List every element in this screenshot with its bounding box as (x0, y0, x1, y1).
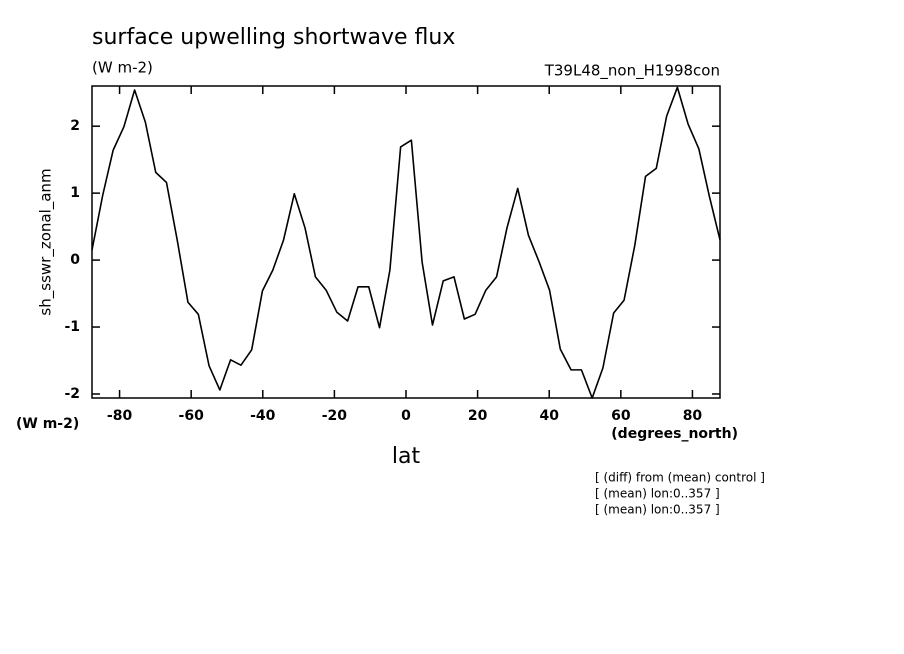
x-tick-label: 40 (539, 408, 559, 424)
y-axis-label: sh_sswr_zonal_anm (37, 168, 56, 315)
x-axis-label: lat (392, 444, 421, 469)
run-label: T39L48_non_H1998con (544, 62, 720, 81)
chart-title: surface upwelling shortwave flux (92, 25, 455, 50)
y-tick-label: 1 (70, 185, 80, 201)
x-tick-label: -80 (107, 408, 133, 424)
x-tick-label: -40 (250, 408, 276, 424)
y-tick-label: 0 (70, 252, 80, 268)
y-tick-label: 2 (70, 118, 80, 134)
x-tick-label: -60 (179, 408, 205, 424)
x-tick-label: 80 (683, 408, 703, 424)
note: [ (mean) lon:0..357 ] (595, 503, 720, 517)
x-tick-label: 20 (468, 408, 488, 424)
note: [ (mean) lon:0..357 ] (595, 487, 720, 501)
x-tick-label: 0 (401, 408, 411, 424)
y-tick-label: -2 (64, 386, 80, 402)
data-line (91, 86, 721, 399)
y-tick-label: -1 (64, 319, 80, 335)
x-tick-label: -20 (322, 408, 348, 424)
plot-frame (91, 85, 721, 399)
note: [ (diff) from (mean) control ] (595, 471, 765, 485)
y-units: (W m-2) (16, 416, 79, 432)
units: (W m-2) (92, 59, 153, 77)
x-tick-label: 60 (611, 408, 631, 424)
x-units: (degrees_north) (611, 426, 738, 442)
